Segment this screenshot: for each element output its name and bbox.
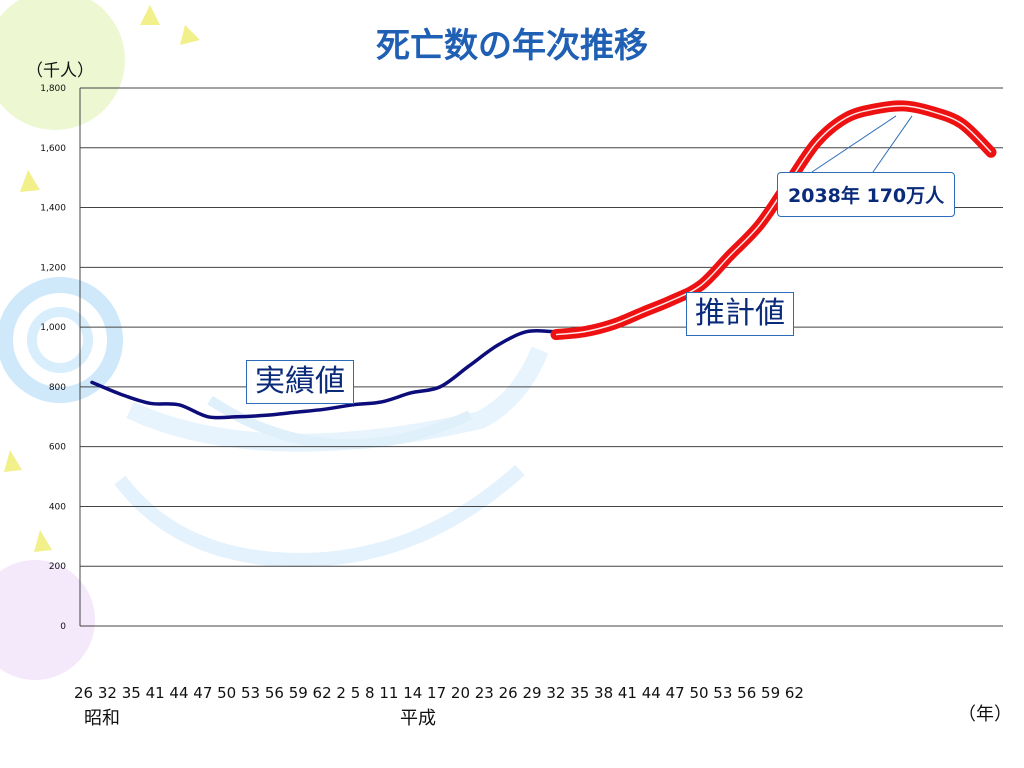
series-line-actual xyxy=(90,328,587,420)
x-axis-unit-label: （年） xyxy=(958,704,1012,725)
chart-title: 死亡数の年次推移 xyxy=(376,26,648,66)
series-lines xyxy=(90,100,997,420)
y-tick-label: 600 xyxy=(49,443,66,453)
x-tick-labels: 26 32 35 41 44 47 50 53 56 59 62 2 5 8 1… xyxy=(74,684,804,702)
callout-leader-line xyxy=(872,115,913,173)
projected-values-label: 推計値 xyxy=(686,292,794,336)
era-label-heisei: 平成 xyxy=(400,708,436,729)
gridlines xyxy=(79,87,1003,627)
y-tick-label: 1,600 xyxy=(40,144,66,154)
y-tick-label: 800 xyxy=(49,383,66,393)
peak-callout: 2038年 170万人 xyxy=(777,172,956,217)
callout-leader-lines xyxy=(811,115,913,173)
y-tick-label: 1,400 xyxy=(40,204,66,214)
callout-leader-line xyxy=(811,115,897,173)
y-axis-unit-label: （千人） xyxy=(26,61,94,81)
y-tick-label: 1,000 xyxy=(40,323,66,333)
y-tick-label: 200 xyxy=(49,562,66,572)
era-label-showa: 昭和 xyxy=(84,708,120,729)
series-line-projected-highlight xyxy=(555,105,992,336)
y-tick-label: 1,200 xyxy=(40,263,66,273)
y-tick-label: 1,800 xyxy=(40,84,66,94)
actual-values-label: 実績値 xyxy=(246,360,354,404)
y-tick-labels: 0 200 400 600 800 1,000 1,200 1,400 1,600 1,800 xyxy=(40,84,66,632)
y-tick-label: 400 xyxy=(49,502,66,512)
y-tick-label: 0 xyxy=(60,622,66,632)
